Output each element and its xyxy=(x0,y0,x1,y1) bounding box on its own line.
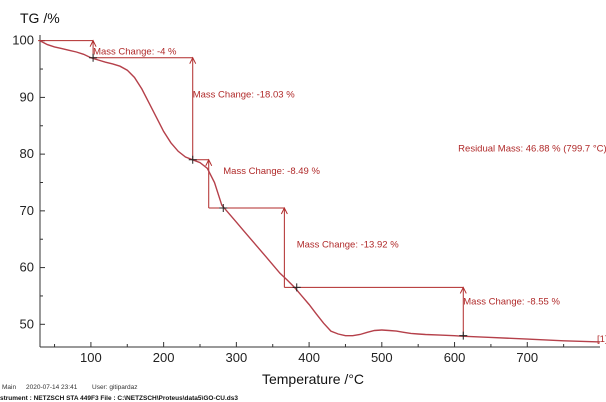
annotation-label: Mass Change: -4 % xyxy=(93,46,177,57)
footer: Main 2020-07-14 23:41 User: gitipardaz s… xyxy=(0,384,238,402)
y-tick-label: 80 xyxy=(20,146,34,161)
annotation-group: Mass Change: -4 % Mass Change: -18.03 % Ma… xyxy=(93,46,606,307)
x-tick-label: 600 xyxy=(444,350,466,365)
x-tick-label: 100 xyxy=(80,350,102,365)
onset-marker xyxy=(459,331,468,340)
step-arrow-head xyxy=(280,206,288,215)
y-axis-label: TG /% xyxy=(20,10,60,26)
onset-marker xyxy=(219,204,228,213)
step-arrow-head xyxy=(89,39,97,47)
marker-group xyxy=(89,53,468,340)
footer-instrument: strument : NETZSCH STA 449F3 File : C:\N… xyxy=(0,395,238,402)
annotation-label: Mass Change: -13.92 % xyxy=(297,240,399,251)
x-tick-label: 300 xyxy=(226,350,248,365)
series-group xyxy=(39,40,601,343)
step-arrow-head xyxy=(189,56,197,64)
axes: 50 60 70 80 90 100 100 200 300 400 500 600 700 xyxy=(12,33,600,365)
x-tick-label: 400 xyxy=(298,350,320,365)
onset-marker xyxy=(292,283,301,292)
x-tick-label: 500 xyxy=(371,350,393,365)
annotation-label: Mass Change: -8.55 % xyxy=(463,296,560,307)
annotation-label: Mass Change: -8.49 % xyxy=(223,166,320,177)
step-lines xyxy=(38,39,467,336)
x-tick-label: 200 xyxy=(153,350,175,365)
y-tick-label: 90 xyxy=(20,89,34,104)
footer-date: 2020-07-14 23:41 xyxy=(26,384,78,391)
footer-main-label: Main xyxy=(2,384,16,391)
x-tick-label: 700 xyxy=(516,350,538,365)
tg-curve xyxy=(39,40,601,343)
annotation-label: Residual Mass: 46.88 % (799.7 °C) xyxy=(458,143,606,154)
step-arrow-head xyxy=(459,286,467,294)
x-axis-label: Temperature /°C xyxy=(262,371,364,387)
y-tick-label: 70 xyxy=(20,203,34,218)
step-arrow-head xyxy=(205,158,213,167)
y-tick-label: 50 xyxy=(20,316,34,331)
annotation-label: Mass Change: -18.03 % xyxy=(193,89,295,100)
y-tick-label: 60 xyxy=(20,260,34,275)
footer-user: User: gitipardaz xyxy=(92,384,138,391)
onset-marker xyxy=(188,155,197,164)
onset-marker xyxy=(89,53,98,62)
curve-id-label: [1] xyxy=(597,334,606,345)
y-tick-label: 100 xyxy=(12,33,34,48)
